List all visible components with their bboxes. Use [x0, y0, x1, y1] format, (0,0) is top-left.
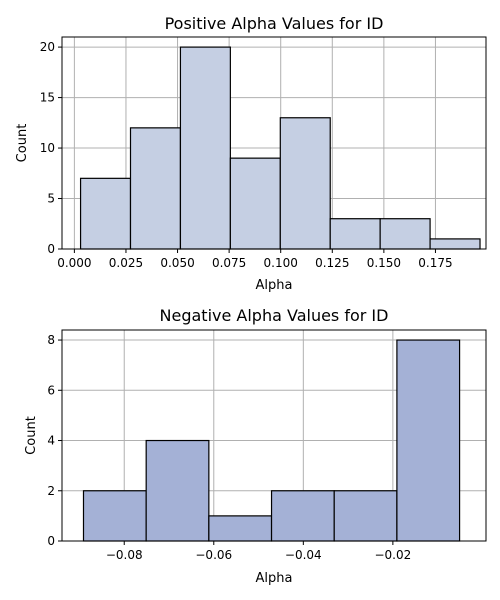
histogram-bar — [179, 46, 231, 250]
histogram-bar — [82, 490, 147, 542]
chart-title: Negative Alpha Values for ID — [160, 306, 389, 325]
plot-frame — [61, 329, 487, 542]
x-tick-label: 0.025 — [109, 256, 143, 270]
histogram-bar — [429, 238, 481, 250]
y-axis-label: Count — [15, 124, 30, 163]
y-tick-label: 20 — [40, 40, 55, 54]
x-tick-label: 0.000 — [57, 256, 91, 270]
x-tick-label: 0.175 — [418, 256, 452, 270]
y-tick-label: 2 — [47, 484, 55, 498]
histogram-bar — [229, 157, 281, 250]
histogram-bar — [333, 490, 398, 542]
chart-negative-alpha: Negative Alpha Values for ID Alpha Count… — [24, 306, 487, 586]
x-tick-label: −0.06 — [195, 548, 232, 562]
x-tick-label: 0.050 — [160, 256, 194, 270]
histogram-bar — [329, 218, 381, 250]
x-tick-label: −0.04 — [285, 548, 322, 562]
x-axis-label: Alpha — [256, 278, 293, 293]
x-tick-label: 0.150 — [367, 256, 401, 270]
plot-frame — [61, 36, 487, 250]
chart-title: Positive Alpha Values for ID — [165, 14, 384, 33]
y-tick-label: 10 — [40, 141, 55, 155]
histogram-bar — [129, 127, 182, 250]
histogram-bar — [79, 177, 132, 250]
histogram-bar — [379, 218, 431, 250]
histogram-bar — [145, 439, 210, 542]
x-tick-label: −0.08 — [106, 548, 143, 562]
histogram-bar — [279, 117, 331, 250]
y-tick-label: 8 — [47, 333, 55, 347]
y-tick-label: 0 — [47, 534, 55, 548]
x-tick-label: −0.02 — [374, 548, 411, 562]
y-tick-label: 4 — [47, 434, 55, 448]
histogram-bar — [208, 515, 273, 542]
y-tick-label: 15 — [40, 91, 55, 105]
x-tick-label: 0.125 — [315, 256, 349, 270]
x-axis-label: Alpha — [256, 571, 293, 586]
histogram-bar — [396, 339, 461, 542]
y-tick-label: 6 — [47, 383, 55, 397]
chart-positive-alpha: Positive Alpha Values for ID Alpha Count… — [15, 14, 487, 293]
y-tick-label: 5 — [47, 192, 55, 206]
y-tick-label: 0 — [47, 242, 55, 256]
y-axis-label: Count — [24, 416, 39, 455]
x-tick-label: 0.100 — [264, 256, 298, 270]
x-tick-label: 0.075 — [212, 256, 246, 270]
histogram-bar — [270, 490, 335, 542]
